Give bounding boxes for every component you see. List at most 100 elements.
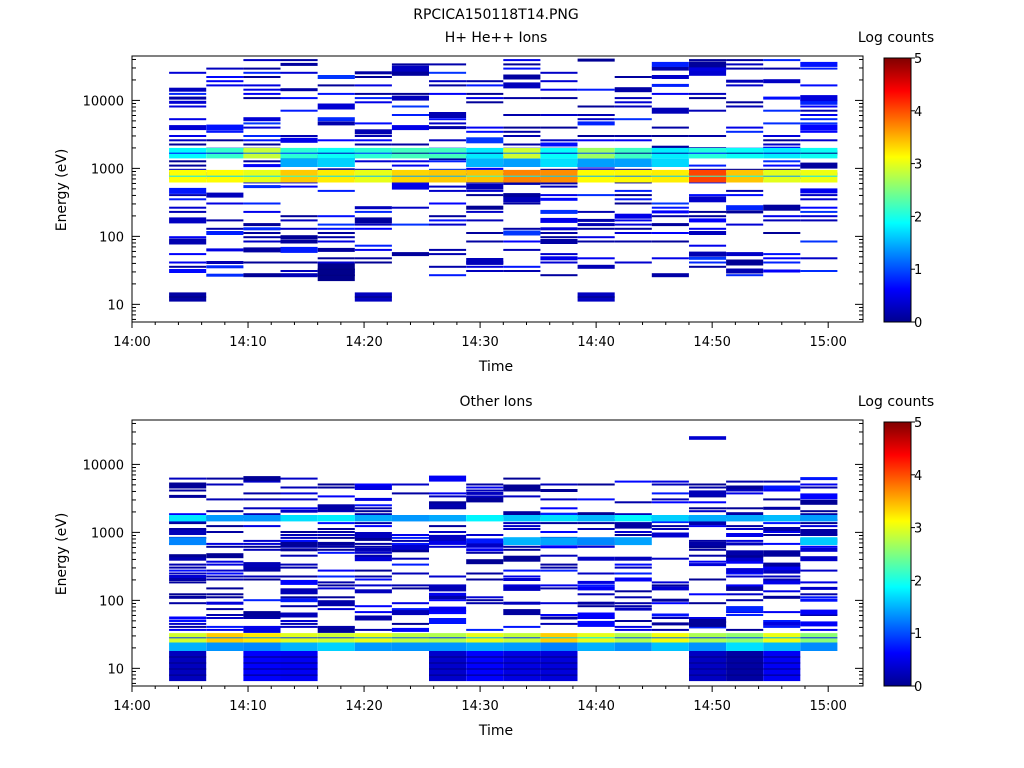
heatmap-cell	[614, 189, 652, 192]
heatmap-cell	[280, 674, 318, 676]
heatmap-cell	[391, 572, 429, 575]
heatmap-cell	[726, 606, 764, 613]
heatmap-cell	[503, 555, 541, 562]
heatmap-cell	[689, 560, 727, 563]
heatmap-cell	[391, 92, 429, 95]
heatmap-cell	[800, 493, 838, 500]
heatmap-cell	[429, 80, 467, 83]
heatmap-cell	[243, 223, 281, 227]
heatmap-cell	[354, 611, 392, 614]
heatmap-cell	[763, 269, 801, 273]
heatmap-cell	[800, 596, 838, 599]
heatmap-cell	[317, 642, 355, 651]
heatmap-cell	[391, 125, 429, 131]
heatmap-cell	[614, 537, 652, 546]
heatmap-cell	[354, 578, 392, 581]
heatmap-cell	[466, 559, 504, 565]
heatmap-cell	[689, 66, 727, 72]
heatmap-cell	[169, 139, 207, 142]
heatmap-cell	[391, 608, 429, 611]
heatmap-cell	[540, 239, 578, 244]
heatmap-cell	[429, 595, 467, 600]
heatmap-cell	[206, 578, 244, 581]
heatmap-cell	[614, 515, 652, 522]
heatmap-cell	[466, 270, 504, 272]
heatmap-cell	[651, 622, 689, 626]
heatmap-cell	[280, 175, 318, 177]
heatmap-cell	[429, 599, 467, 602]
heatmap-cell	[800, 114, 838, 116]
heatmap-cell	[614, 563, 652, 566]
heatmap-cell	[689, 515, 727, 522]
heatmap-cell	[800, 614, 838, 616]
heatmap-cell	[429, 502, 467, 509]
heatmap-cell	[614, 642, 652, 651]
heatmap-cell	[429, 265, 467, 268]
heatmap-cell	[503, 270, 541, 272]
heatmap-cell	[354, 101, 392, 104]
heatmap-cell	[169, 602, 207, 605]
page-title: RPCICA150118T14.PNG	[413, 7, 578, 23]
heatmap-cell	[391, 584, 429, 587]
heatmap-cell	[614, 523, 652, 529]
heatmap-cell	[169, 529, 207, 535]
y-tick-label: 100	[99, 594, 124, 609]
heatmap-cell	[800, 537, 838, 546]
heatmap-cell	[317, 117, 355, 122]
heatmap-cell	[206, 596, 244, 599]
heatmap-cell	[540, 498, 578, 501]
heatmap-cell	[206, 265, 244, 269]
heatmap-cell	[540, 554, 578, 557]
heatmap-cell	[503, 240, 541, 243]
heatmap-cell	[577, 612, 615, 618]
heatmap-cell	[243, 92, 281, 95]
heatmap-cell	[169, 206, 207, 209]
heatmap-cell	[726, 63, 764, 66]
heatmap-cell	[317, 84, 355, 87]
heatmap-cell	[243, 247, 281, 253]
heatmap-cell	[429, 84, 467, 87]
heatmap-cell	[280, 531, 318, 533]
heatmap-cell	[243, 651, 281, 682]
heatmap-cell	[540, 587, 578, 590]
heatmap-cell	[800, 513, 838, 516]
heatmap-cell	[800, 152, 838, 154]
heatmap-cell	[429, 495, 467, 498]
heatmap-cell	[169, 622, 207, 625]
heatmap-cell	[429, 248, 467, 251]
colorbar-tick-label: 1	[914, 263, 922, 278]
heatmap-cell	[466, 101, 504, 104]
heatmap-cell	[169, 651, 207, 682]
heatmap-cell	[243, 152, 281, 154]
heatmap-cell	[243, 539, 281, 542]
heatmap-cell	[689, 563, 727, 567]
heatmap-cell	[503, 152, 541, 154]
heatmap-cell	[503, 202, 541, 205]
heatmap-cell	[800, 586, 838, 590]
heatmap-cell	[429, 118, 467, 121]
colorbar	[883, 57, 912, 323]
heatmap-cell	[614, 501, 652, 504]
heatmap-cell	[206, 569, 244, 572]
heatmap-cell	[503, 59, 541, 62]
heatmap-cell	[354, 71, 392, 75]
heatmap-cell	[577, 58, 615, 62]
heatmap-cell	[763, 534, 801, 536]
y-tick-label: 10	[107, 298, 124, 313]
heatmap-cell	[614, 566, 652, 569]
heatmap-cell	[726, 662, 764, 664]
heatmap-cell	[800, 188, 838, 194]
y-tick-label: 1000	[91, 526, 124, 541]
heatmap-cell	[800, 556, 838, 562]
heatmap-cell	[540, 537, 578, 546]
heatmap-cell	[503, 575, 541, 578]
heatmap-cell	[689, 69, 727, 76]
heatmap-cell	[763, 219, 801, 222]
heatmap-cell	[651, 240, 689, 243]
heatmap-cell	[689, 620, 727, 627]
heatmap-cell	[243, 122, 281, 125]
heatmap-cell	[763, 656, 801, 658]
colorbar-tick-label: 2	[914, 574, 922, 589]
heatmap-cell	[466, 194, 504, 197]
heatmap-cell	[466, 637, 504, 639]
